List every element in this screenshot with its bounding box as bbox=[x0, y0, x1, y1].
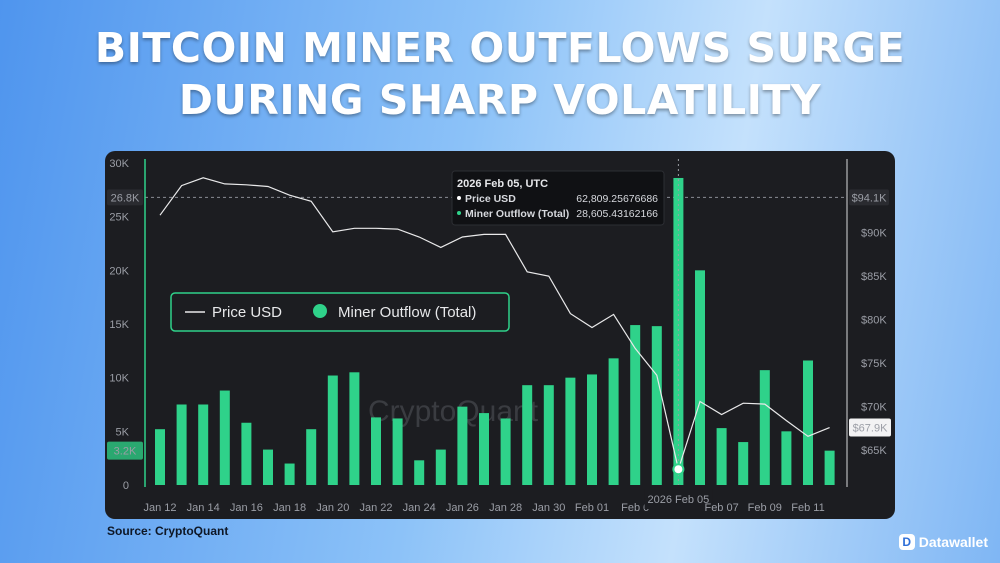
datawallet-logo-icon: D bbox=[898, 534, 915, 550]
source-caption: Source: CryptoQuant bbox=[107, 524, 229, 538]
bar-miner-outflow bbox=[479, 413, 489, 485]
miner-outflow-chart[interactable]: CryptoQuant05K10K15K20K25K30K$65K$70K$75… bbox=[105, 151, 895, 519]
headline-line-1: BITCOIN MINER OUTFLOWS SURGE bbox=[94, 24, 906, 72]
bar-miner-outflow bbox=[414, 460, 425, 485]
price-usd-line bbox=[159, 177, 830, 472]
x-tick-label: Feb 0 bbox=[621, 502, 649, 514]
tooltip-box bbox=[451, 170, 665, 226]
bar-miner-outflow bbox=[695, 270, 705, 485]
left-axis-marker-label: 3.2K bbox=[114, 446, 137, 458]
right-axis-marker-badge bbox=[849, 418, 891, 437]
bar-miner-outflow bbox=[738, 442, 749, 485]
x-tick-label: Jan 14 bbox=[187, 502, 220, 514]
left-tick-label: 0 bbox=[123, 480, 129, 492]
tooltip-price-value: 62,809.25676686 bbox=[576, 193, 658, 205]
bar-miner-outflow bbox=[435, 449, 446, 485]
x-tick-label: Jan 18 bbox=[273, 502, 306, 514]
left-tick-label: 10K bbox=[109, 373, 129, 385]
bar-miner-outflow bbox=[198, 404, 209, 485]
chart-panel: CryptoQuant 0 5K 10K 15K 20K 25K 30K $65K $70K $75… bbox=[105, 151, 895, 519]
right-tick-label: $70K bbox=[861, 402, 887, 414]
tooltip-price-label: Price USD bbox=[465, 193, 516, 205]
legend-price-label: Price USD bbox=[212, 304, 282, 321]
x-tick-label: Jan 28 bbox=[489, 502, 522, 514]
bar-miner-outflow bbox=[651, 326, 662, 485]
bar-miner-outflow bbox=[824, 450, 835, 485]
bar-miner-outflow bbox=[565, 377, 576, 485]
bar-miner-outflow bbox=[241, 422, 252, 485]
left-axis-marker-badge bbox=[107, 441, 143, 460]
right-tick-label: $85K bbox=[861, 271, 887, 283]
x-tick-label: Jan 22 bbox=[359, 502, 392, 514]
left-tick-label: 20K bbox=[109, 265, 129, 277]
bar-miner-outflow bbox=[349, 372, 360, 485]
headline-line-2: DURING SHARP VOLATILITY bbox=[178, 76, 822, 124]
tooltip-outflow-dot-icon bbox=[457, 211, 461, 215]
legend-outflow-dot-icon bbox=[313, 304, 327, 318]
right-axis-marker-label: $67.9K bbox=[853, 423, 889, 435]
reference-right-badge bbox=[849, 189, 889, 206]
reference-left-badge bbox=[107, 189, 143, 206]
left-tick-label: 30K bbox=[109, 158, 129, 170]
bar-miner-outflow bbox=[781, 431, 792, 485]
reference-right-label: $94.1K bbox=[852, 192, 888, 204]
bar-miner-outflow bbox=[371, 417, 381, 485]
right-tick-label: $65K bbox=[861, 445, 887, 457]
x-tick-highlight-bg bbox=[644, 489, 713, 509]
x-tick-label: Jan 30 bbox=[532, 502, 565, 514]
x-tick-label: Jan 24 bbox=[403, 502, 436, 514]
right-tick-label: $80K bbox=[861, 315, 887, 327]
reference-left-label: 26.8K bbox=[111, 192, 140, 204]
bar-miner-outflow bbox=[306, 429, 317, 485]
bar-miner-outflow bbox=[155, 429, 165, 485]
crosshair-point bbox=[672, 463, 685, 476]
bar-miner-outflow bbox=[392, 418, 403, 485]
legend-box bbox=[170, 292, 510, 332]
bar-miner-outflow bbox=[500, 418, 511, 485]
bar-miner-outflow bbox=[608, 358, 619, 485]
bar-miner-outflow bbox=[587, 374, 597, 485]
bar-miner-outflow bbox=[716, 428, 727, 485]
x-tick-label: Jan 26 bbox=[446, 502, 479, 514]
x-tick-label: Jan 20 bbox=[316, 502, 349, 514]
x-tick-label: Feb 07 bbox=[704, 502, 738, 514]
bar-miner-outflow bbox=[176, 404, 187, 485]
tooltip-title: 2026 Feb 05, UTC bbox=[457, 178, 548, 190]
x-tick-label: Feb 01 bbox=[575, 502, 609, 514]
x-tick-label: Feb 09 bbox=[748, 502, 782, 514]
x-tick-label-highlight: 2026 Feb 05 bbox=[648, 494, 710, 506]
tooltip-price-dot-icon bbox=[457, 196, 461, 200]
left-tick-label: 5K bbox=[116, 426, 130, 438]
bar-miner-outflow bbox=[327, 375, 338, 485]
x-tick-label: Jan 16 bbox=[230, 502, 263, 514]
right-tick-label: $75K bbox=[861, 358, 887, 370]
tooltip-outflow-label: Miner Outflow (Total) bbox=[465, 208, 569, 220]
brand-name: Datawallet bbox=[918, 534, 988, 550]
bar-miner-outflow bbox=[673, 177, 684, 485]
bar-miner-outflow bbox=[803, 360, 813, 485]
bar-miner-outflow bbox=[219, 390, 230, 485]
bar-miner-outflow bbox=[543, 385, 554, 485]
bar-miner-outflow bbox=[630, 325, 641, 485]
bar-miner-outflow bbox=[457, 406, 468, 485]
legend-outflow-label: Miner Outflow (Total) bbox=[338, 304, 476, 321]
bar-miner-outflow bbox=[284, 463, 295, 485]
bar-miner-outflow bbox=[759, 370, 770, 485]
left-tick-label: 15K bbox=[109, 319, 129, 331]
headline: BITCOIN MINER OUTFLOWS SURGE DURING SHAR… bbox=[0, 22, 1000, 126]
tooltip-outflow-value: 28,605.43162166 bbox=[576, 208, 658, 220]
bar-miner-outflow bbox=[522, 385, 533, 485]
brand: D Datawallet bbox=[898, 534, 988, 550]
x-tick-label: Feb 11 bbox=[791, 502, 824, 514]
x-tick-label: Jan 12 bbox=[143, 502, 176, 514]
left-tick-label: 25K bbox=[109, 212, 129, 224]
right-tick-label: $90K bbox=[861, 228, 887, 240]
bar-miner-outflow bbox=[263, 449, 273, 485]
